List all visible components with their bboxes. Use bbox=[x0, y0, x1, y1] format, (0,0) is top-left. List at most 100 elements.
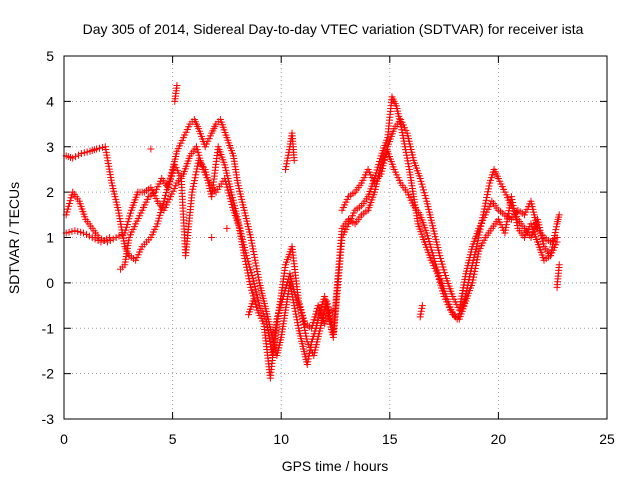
data-point bbox=[294, 321, 302, 329]
data-point bbox=[64, 205, 72, 213]
data-point bbox=[164, 184, 172, 192]
data-point bbox=[470, 270, 478, 278]
data-point bbox=[419, 186, 427, 194]
data-point bbox=[434, 269, 442, 277]
data-point bbox=[555, 261, 563, 269]
data-point bbox=[471, 264, 479, 272]
data-point bbox=[155, 214, 163, 222]
data-point bbox=[247, 234, 255, 241]
data-point bbox=[326, 311, 334, 319]
data-point bbox=[485, 185, 493, 193]
data-point bbox=[192, 168, 200, 176]
data-point bbox=[422, 194, 430, 202]
x-axis-tick-labels: 0 5 10 15 20 25 bbox=[60, 431, 615, 447]
data-point bbox=[65, 228, 73, 236]
data-point bbox=[555, 211, 563, 219]
data-point bbox=[293, 319, 301, 327]
data-point bbox=[122, 226, 130, 234]
data-point bbox=[281, 287, 289, 295]
data-point bbox=[418, 304, 426, 312]
data-point bbox=[77, 228, 85, 236]
data-point bbox=[71, 227, 79, 235]
data-point bbox=[468, 279, 476, 287]
chart-title: Day 305 of 2014, Sidereal Day-to-day VTE… bbox=[83, 21, 584, 37]
data-point bbox=[147, 145, 155, 153]
data-point bbox=[483, 193, 491, 201]
data-point bbox=[279, 295, 287, 303]
x-tick-label: 5 bbox=[169, 431, 177, 447]
data-point bbox=[290, 156, 298, 164]
data-point bbox=[428, 249, 436, 257]
data-point bbox=[436, 252, 444, 260]
data-point bbox=[298, 312, 306, 320]
data-point bbox=[124, 218, 132, 226]
data-point bbox=[249, 245, 257, 253]
y-axis-tick-labels: -3 -2 -1 0 1 2 3 4 5 bbox=[42, 48, 55, 427]
series-isolated bbox=[147, 81, 563, 321]
data-point bbox=[437, 257, 445, 265]
data-point bbox=[421, 192, 429, 200]
data-point bbox=[437, 254, 445, 262]
y-tick-label: 0 bbox=[46, 275, 54, 291]
data-point bbox=[291, 307, 299, 315]
series-track-c bbox=[62, 143, 561, 382]
data-point bbox=[376, 155, 384, 163]
data-point bbox=[160, 197, 168, 205]
data-point bbox=[513, 219, 521, 227]
data-point bbox=[300, 323, 308, 331]
data-point bbox=[251, 256, 259, 264]
data-point bbox=[189, 182, 197, 190]
data-point bbox=[292, 313, 300, 321]
data-point bbox=[470, 273, 478, 281]
data-point bbox=[190, 179, 198, 187]
data-point bbox=[88, 234, 96, 241]
data-point bbox=[283, 281, 291, 289]
data-point bbox=[304, 358, 312, 366]
data-point bbox=[252, 262, 260, 270]
data-point bbox=[80, 149, 88, 157]
data-point bbox=[161, 194, 169, 202]
data-point bbox=[404, 160, 412, 168]
data-point bbox=[510, 207, 518, 215]
data-point bbox=[325, 309, 333, 317]
data-point bbox=[278, 298, 286, 306]
data-point bbox=[208, 234, 216, 241]
data-point bbox=[418, 302, 426, 310]
data-point bbox=[507, 193, 515, 201]
data-point bbox=[428, 246, 436, 254]
data-point bbox=[241, 257, 249, 265]
data-point bbox=[279, 292, 287, 300]
data-point bbox=[252, 303, 260, 311]
data-point bbox=[439, 263, 447, 271]
data-point bbox=[189, 185, 197, 193]
x-tick-label: 15 bbox=[382, 431, 398, 447]
data-point bbox=[301, 329, 309, 337]
data-point bbox=[275, 307, 283, 315]
data-point bbox=[282, 165, 290, 173]
data-point bbox=[246, 278, 254, 286]
data-point bbox=[63, 208, 71, 216]
data-point bbox=[416, 313, 424, 321]
data-point bbox=[403, 154, 411, 162]
data-point bbox=[416, 175, 424, 183]
data-point bbox=[290, 302, 298, 310]
x-tick-label: 10 bbox=[273, 431, 289, 447]
data-point bbox=[482, 196, 490, 204]
data-point bbox=[162, 189, 170, 197]
data-point bbox=[280, 290, 288, 298]
data-point bbox=[375, 157, 383, 165]
data-point bbox=[417, 177, 425, 185]
data-point bbox=[299, 315, 307, 323]
data-point bbox=[249, 297, 257, 305]
data-point bbox=[245, 275, 253, 283]
data-point bbox=[432, 263, 440, 271]
data-point bbox=[426, 240, 434, 248]
data-point bbox=[253, 268, 261, 276]
data-point bbox=[168, 172, 176, 180]
data-point bbox=[240, 252, 248, 260]
data-point bbox=[192, 143, 200, 151]
data-point bbox=[418, 180, 426, 188]
data-point bbox=[510, 204, 518, 212]
data-point bbox=[156, 211, 164, 219]
